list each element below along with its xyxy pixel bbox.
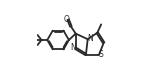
Text: S: S — [98, 50, 103, 59]
Text: O: O — [63, 15, 69, 24]
Text: N: N — [70, 44, 76, 52]
Text: N: N — [87, 34, 93, 43]
